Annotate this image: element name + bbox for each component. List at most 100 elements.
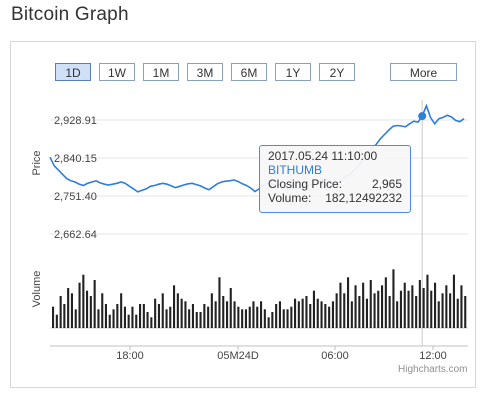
volume-bar [294,298,297,328]
credits-link[interactable]: Highcharts.com [398,364,468,375]
volume-bar [74,309,77,328]
volume-bar [241,309,244,328]
tooltip-date: 2017.05.24 11:10:00 [268,149,378,163]
volume-bar [123,306,126,328]
volume-bar [452,274,455,328]
volume-bar [116,304,119,328]
volume-bar [112,309,115,328]
price-tick-label: 2,928.91 [54,115,97,127]
range-button-1m[interactable]: 1M [143,63,179,81]
volume-bar [297,301,300,328]
volume-bar [384,277,387,328]
volume-bar [464,296,467,328]
volume-bar [101,293,104,328]
volume-bar [449,293,452,328]
volume-bar [437,301,440,328]
range-button-1w[interactable]: 1W [99,63,135,81]
volume-bar [339,282,342,328]
volume-bar [218,277,221,328]
volume-bar [263,309,266,328]
volume-bar [388,296,391,328]
volume-bar [173,285,176,328]
volume-bar [411,285,414,328]
volume-bar [399,290,402,328]
volume-bar [377,290,380,328]
price-tick-label: 2,840.15 [54,153,97,165]
volume-bar [195,312,198,328]
tooltip-volume-label: Volume: [268,191,312,205]
volume-bar [237,306,240,328]
volume-bar [78,282,81,328]
volume-bar [180,298,183,328]
volume-bar [350,301,353,328]
tooltip-close-row: Closing Price: 2,965 [268,177,402,191]
volume-bar [86,290,89,328]
price-series-line [49,103,465,193]
volume-bar [89,296,92,328]
volume-bar [93,280,96,328]
volume-bar [52,306,55,328]
volume-bar [248,306,251,328]
volume-bar [222,296,225,328]
volume-bar [165,309,168,328]
more-button[interactable]: More [390,63,457,81]
volume-bar [203,304,206,328]
tooltip-close-value: 2,965 [371,177,402,191]
volume-axis-title: Volume [31,271,43,308]
tooltip-close-label: Closing Price: [268,177,343,191]
volume-bar [229,288,232,328]
volume-bar [267,317,270,328]
range-button-1d[interactable]: 1D [55,63,91,81]
volume-bar [108,314,111,328]
volume-bar [434,282,437,328]
time-tick-label: 18:00 [116,350,144,362]
volume-bar [286,309,289,328]
volume-bar [282,309,285,328]
volume-bar [320,301,323,328]
volume-bar [135,314,138,328]
volume-bar [324,304,327,328]
range-button-6m[interactable]: 6M [231,63,267,81]
page-title: Bitcoin Graph [11,4,129,25]
volume-bar [275,304,278,328]
time-axis: 18:00 05M24D 06:00 12:00 [116,346,447,362]
volume-bar [271,312,274,328]
price-axis-title: Price [31,150,43,175]
volume-bar [150,317,153,328]
volume-bar [142,304,145,328]
volume-bar [331,301,334,328]
volume-bar [176,293,179,328]
volume-bar [301,298,304,328]
volume-bar [365,298,368,328]
volume-bar [316,298,319,328]
volume-bar [392,269,395,328]
volume-bar [244,309,247,328]
volume-bar [104,304,107,328]
range-button-2y[interactable]: 2Y [319,63,355,81]
volume-bar [343,293,346,328]
volume-bar [396,301,399,328]
volume-bar [256,306,259,328]
volume-bar [252,301,255,328]
volume-bar [309,304,312,328]
volume-bar [418,280,421,328]
volume-bar [233,301,236,328]
volume-bar [157,304,160,328]
volume-bar [184,301,187,328]
volume-bar [415,296,418,328]
volume-bar [278,301,281,328]
volume-bar [407,290,410,328]
time-tick-label: 06:00 [321,350,349,362]
range-button-3m[interactable]: 3M [187,63,223,81]
volume-bar [191,304,194,328]
volume-bar [207,306,210,328]
volume-bar [354,285,357,328]
volume-bar [312,290,315,328]
range-button-1y[interactable]: 1Y [275,63,311,81]
volume-bar [70,293,73,328]
tooltip-volume-value: 182,12492232 [325,191,402,205]
tooltip: 2017.05.24 11:10:00 BITHUMB Closing Pric… [259,145,411,213]
volume-bar [373,293,376,328]
volume-bar [55,314,58,328]
